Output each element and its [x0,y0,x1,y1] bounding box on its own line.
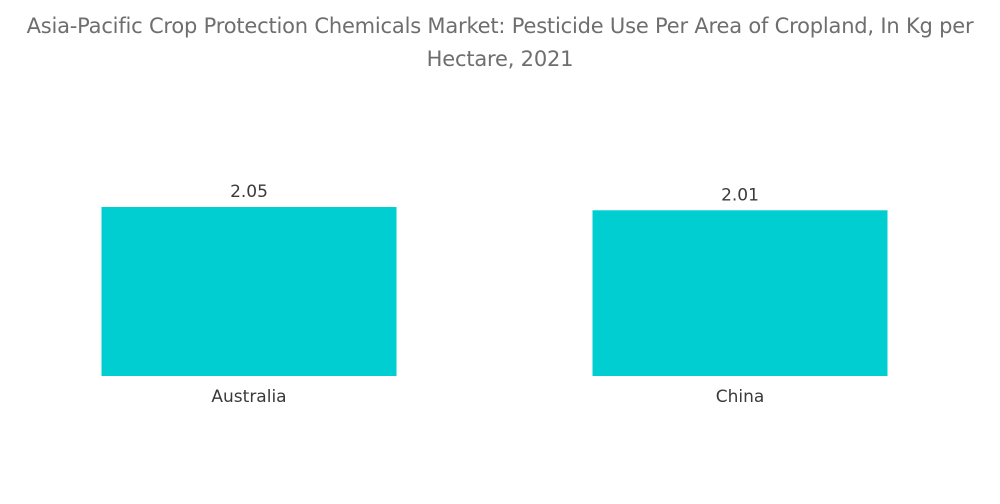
bar-australia [101,207,397,376]
chart-title: Asia-Pacific Crop Protection Chemicals M… [26,14,974,71]
x-tick-label-china: China [716,387,765,407]
labels-layer: 2.05 Australia 2.01 China [211,182,764,407]
bars-layer [101,207,888,376]
data-label-china: 2.01 [721,185,759,205]
data-label-australia: 2.05 [230,182,268,202]
bar-china [592,210,888,376]
x-tick-label-australia: Australia [211,387,286,407]
